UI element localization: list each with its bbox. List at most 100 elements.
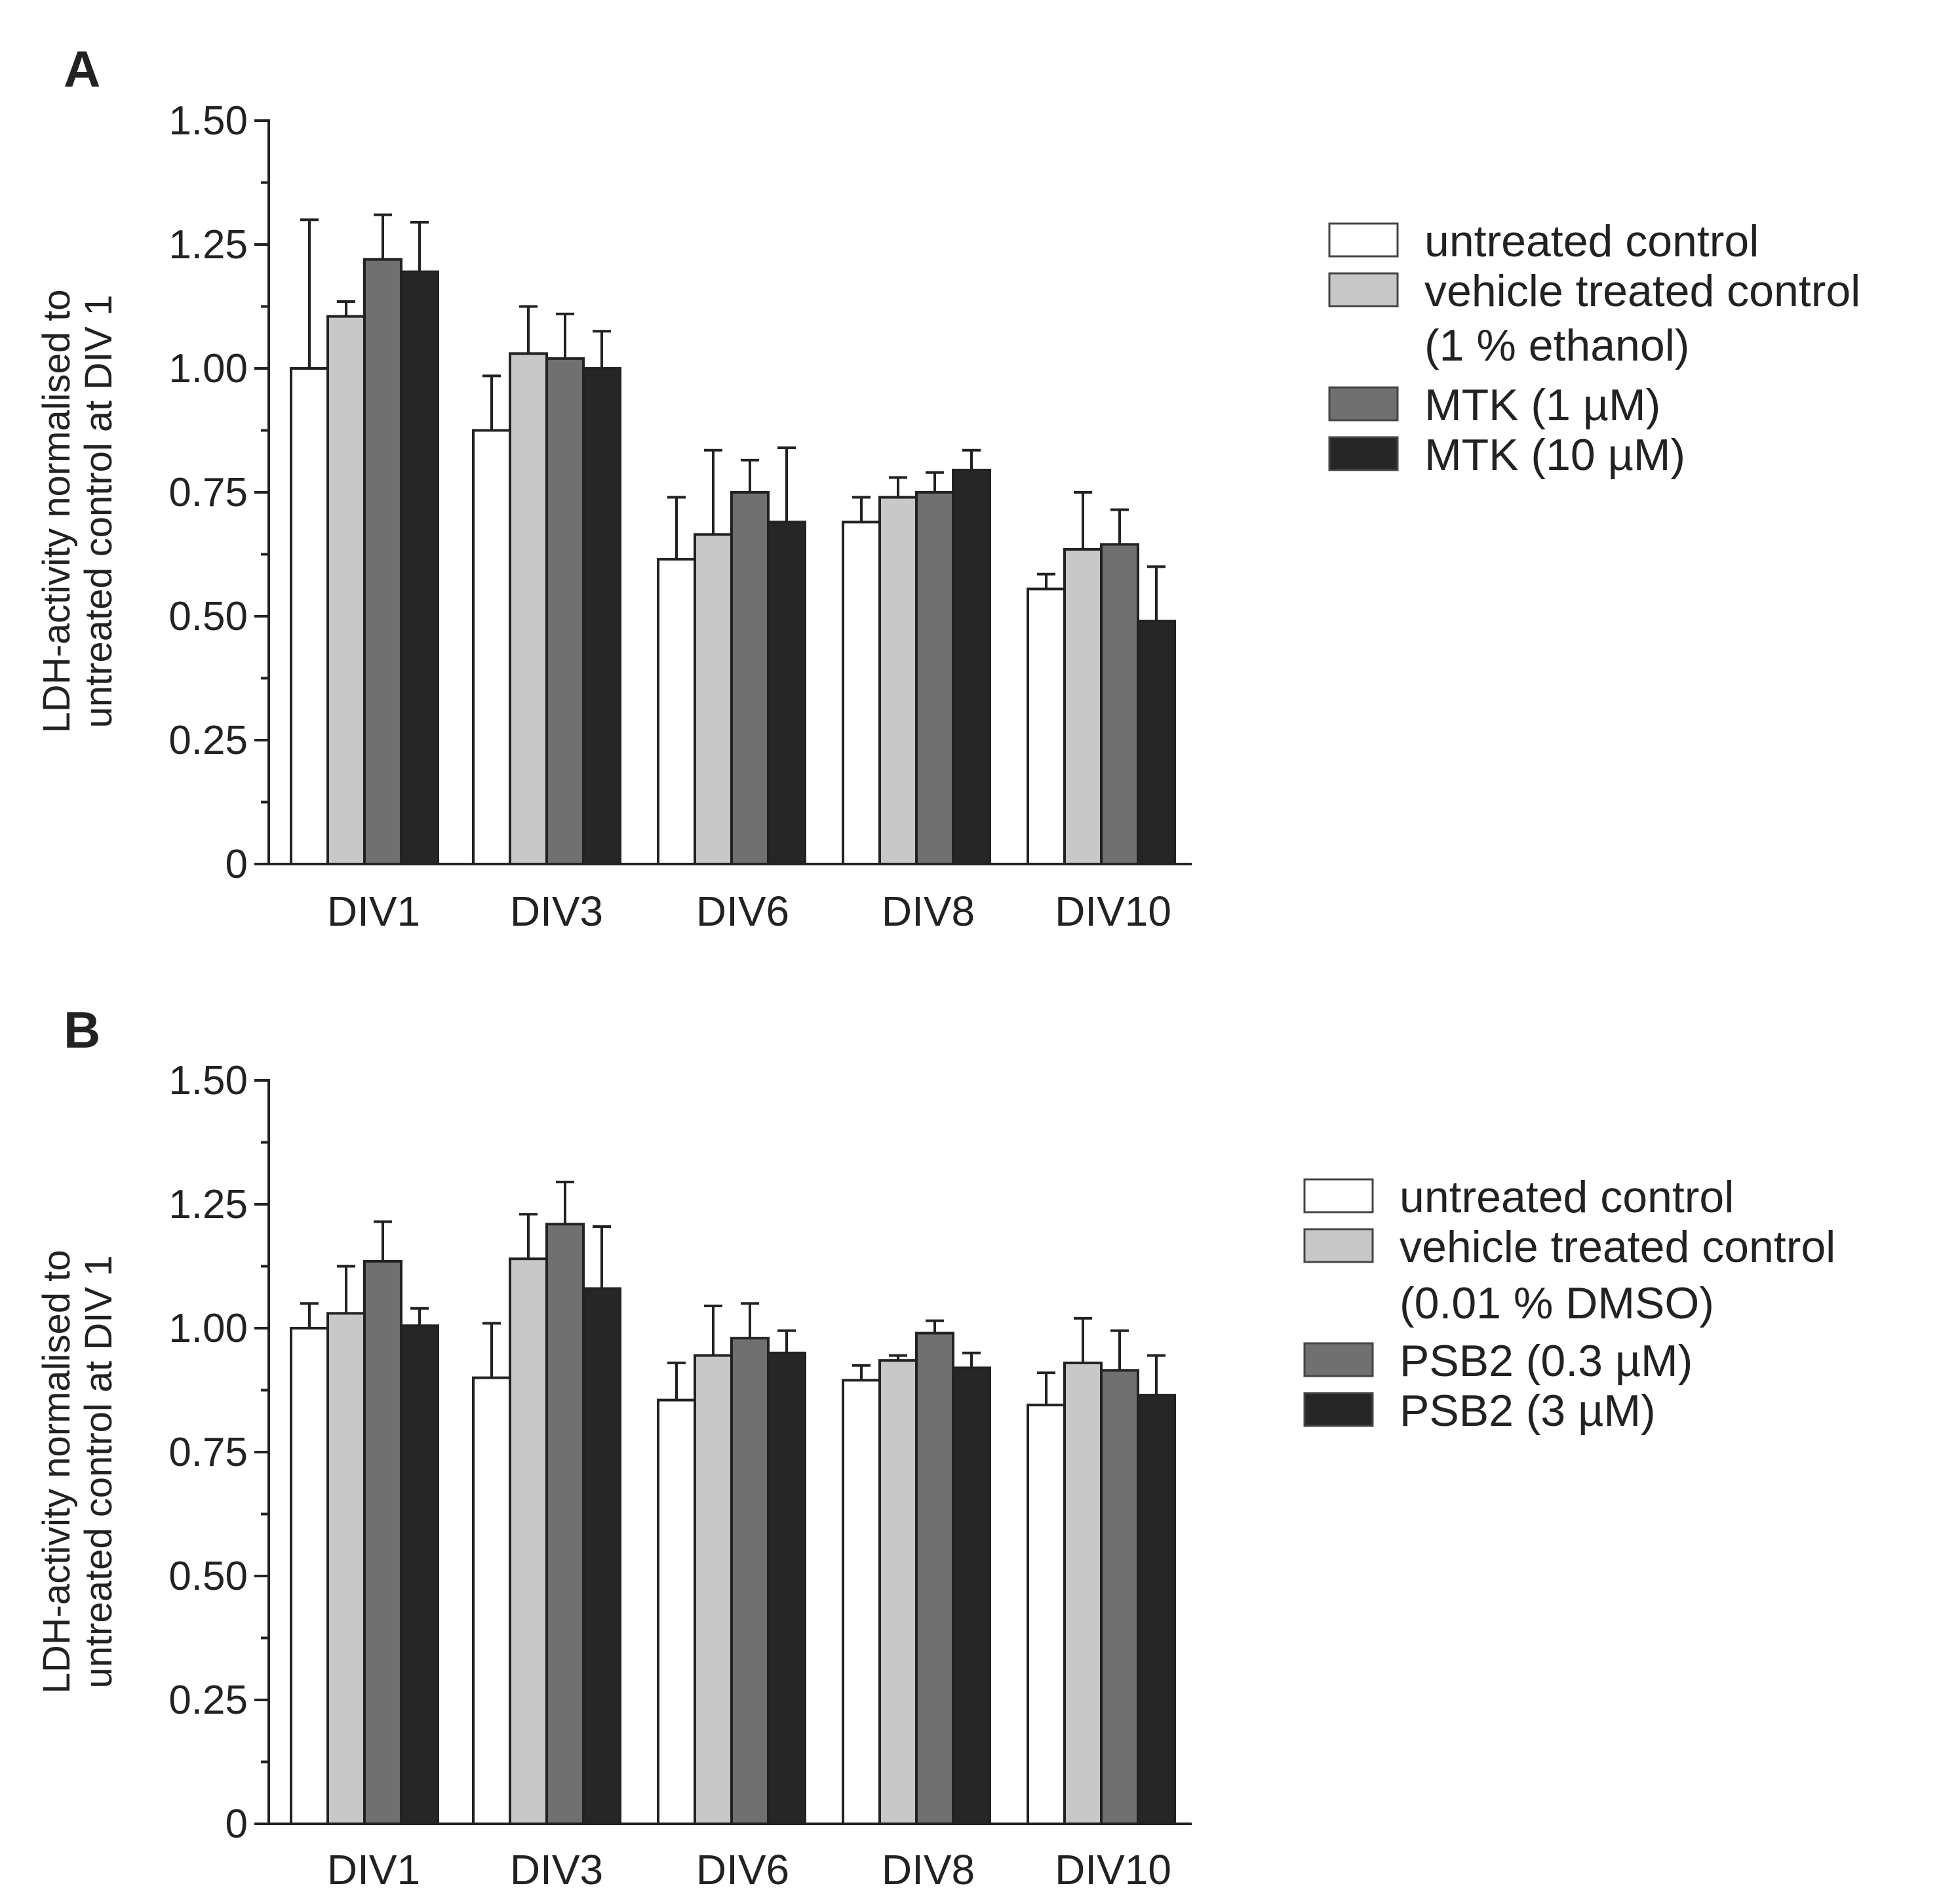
legend-label: untreated control <box>1400 1172 1734 1222</box>
y-axis-label-line2: untreated control at DIV 1 <box>77 1255 120 1689</box>
bar <box>290 367 329 865</box>
error-bar <box>374 1220 392 1261</box>
error-bar <box>667 1361 686 1400</box>
error-bar <box>1074 1316 1092 1363</box>
error-bar <box>962 448 981 470</box>
y-tick-label: 1.00 <box>168 346 248 391</box>
legend: untreated control vehicle treated contro… <box>1303 1172 1835 1436</box>
x-tick-label: DIV3 <box>510 888 603 935</box>
bar <box>842 1379 881 1825</box>
y-tick-label: 1.50 <box>168 1058 248 1103</box>
panel-a: A LDH-activity normalised to untreated c… <box>35 40 1860 935</box>
error-bar <box>704 1304 722 1356</box>
legend-swatch <box>1328 272 1399 307</box>
x-tick-label: DIV8 <box>882 888 975 935</box>
y-tick-label: 0.25 <box>168 718 248 763</box>
bar <box>1137 1394 1176 1826</box>
error-bar <box>926 471 944 492</box>
error-bar <box>1110 1329 1129 1371</box>
bar <box>730 1337 770 1825</box>
y-tick-label: 0 <box>225 842 248 887</box>
bar <box>545 1223 585 1825</box>
bar <box>472 1376 511 1826</box>
bar <box>842 521 881 865</box>
bar <box>952 468 991 865</box>
legend: untreated control vehicle treated contro… <box>1328 216 1860 480</box>
x-tick-label: DIV3 <box>510 1846 603 1892</box>
y-axis-label-line1: LDH-activity normalised to <box>35 290 78 734</box>
y-tick-label: 0.75 <box>168 1430 248 1475</box>
legend-swatch <box>1328 222 1399 258</box>
y-tick-label: 0.75 <box>168 470 248 515</box>
legend-label: MTK (10 µM) <box>1424 430 1685 480</box>
error-bar <box>741 1302 759 1339</box>
y-axis-label-line1: LDH-activity normalised to <box>35 1250 78 1694</box>
bar <box>582 1287 621 1825</box>
bar <box>1063 1361 1103 1825</box>
bar-marks <box>290 1180 1176 1826</box>
bar <box>326 315 366 865</box>
legend-swatch <box>1303 1342 1374 1377</box>
x-tick-label: DIV1 <box>327 888 420 935</box>
bar <box>657 558 696 865</box>
bar <box>878 1359 918 1825</box>
bar <box>1027 1404 1066 1825</box>
legend-label-line2: (0.01 % DMSO) <box>1400 1278 1714 1328</box>
y-tick-label: 1.25 <box>168 222 248 267</box>
error-bar <box>1037 572 1055 589</box>
bar <box>509 1257 548 1826</box>
y-tick-label: 0 <box>225 1802 248 1847</box>
bar <box>915 491 954 865</box>
error-bar <box>926 1319 944 1333</box>
x-tick-label: DIV6 <box>696 1846 789 1892</box>
y-tick-label: 0.25 <box>168 1678 248 1723</box>
error-bar <box>777 1329 796 1353</box>
error-bar <box>889 1354 907 1361</box>
y-tick-label: 1.50 <box>168 98 248 144</box>
error-bar <box>1110 508 1129 545</box>
bar <box>582 367 621 865</box>
error-bar <box>667 496 686 560</box>
error-bar <box>889 476 907 498</box>
bar <box>767 521 806 865</box>
legend-label: PSB2 (0.3 µM) <box>1400 1336 1693 1386</box>
bar-marks <box>290 213 1176 865</box>
error-bar <box>852 1364 871 1381</box>
y-tick-label: 1.25 <box>168 1182 248 1227</box>
y-tick-label: 0.50 <box>168 1554 248 1599</box>
error-bar <box>556 312 574 359</box>
legend-label: MTK (1 µM) <box>1424 380 1660 430</box>
bar <box>1027 587 1066 865</box>
y-tick-marks <box>254 1079 269 1825</box>
x-tick-label: DIV6 <box>696 888 789 935</box>
error-bar <box>704 448 722 535</box>
error-bar <box>593 1225 611 1289</box>
error-bar <box>1147 565 1166 621</box>
bar <box>1063 547 1103 865</box>
error-bar <box>519 305 538 354</box>
error-bar <box>852 496 871 522</box>
error-bar <box>300 1302 319 1328</box>
bar <box>694 1354 733 1826</box>
x-tick-label: DIV10 <box>1055 888 1171 935</box>
bar <box>400 270 439 865</box>
error-bar <box>300 218 319 368</box>
error-bar <box>741 458 759 492</box>
legend-swatch <box>1303 1178 1374 1213</box>
legend-label: PSB2 (3 µM) <box>1400 1386 1656 1436</box>
bar <box>730 491 770 865</box>
legend-label-line2: (1 % ethanol) <box>1424 321 1689 370</box>
y-ticks: 0 0.25 0.50 0.75 1.00 1.25 1.50 <box>168 98 248 887</box>
x-tick-label: DIV8 <box>882 1846 975 1892</box>
error-bar <box>593 330 611 368</box>
bar <box>878 496 918 865</box>
error-bar <box>410 220 429 272</box>
y-tick-label: 0.50 <box>168 594 248 639</box>
x-tick-label: DIV1 <box>327 1846 420 1892</box>
y-tick-marks <box>254 119 269 865</box>
error-bar <box>482 1322 501 1378</box>
bar <box>400 1324 439 1825</box>
error-bar <box>482 374 501 431</box>
bar <box>545 357 585 865</box>
